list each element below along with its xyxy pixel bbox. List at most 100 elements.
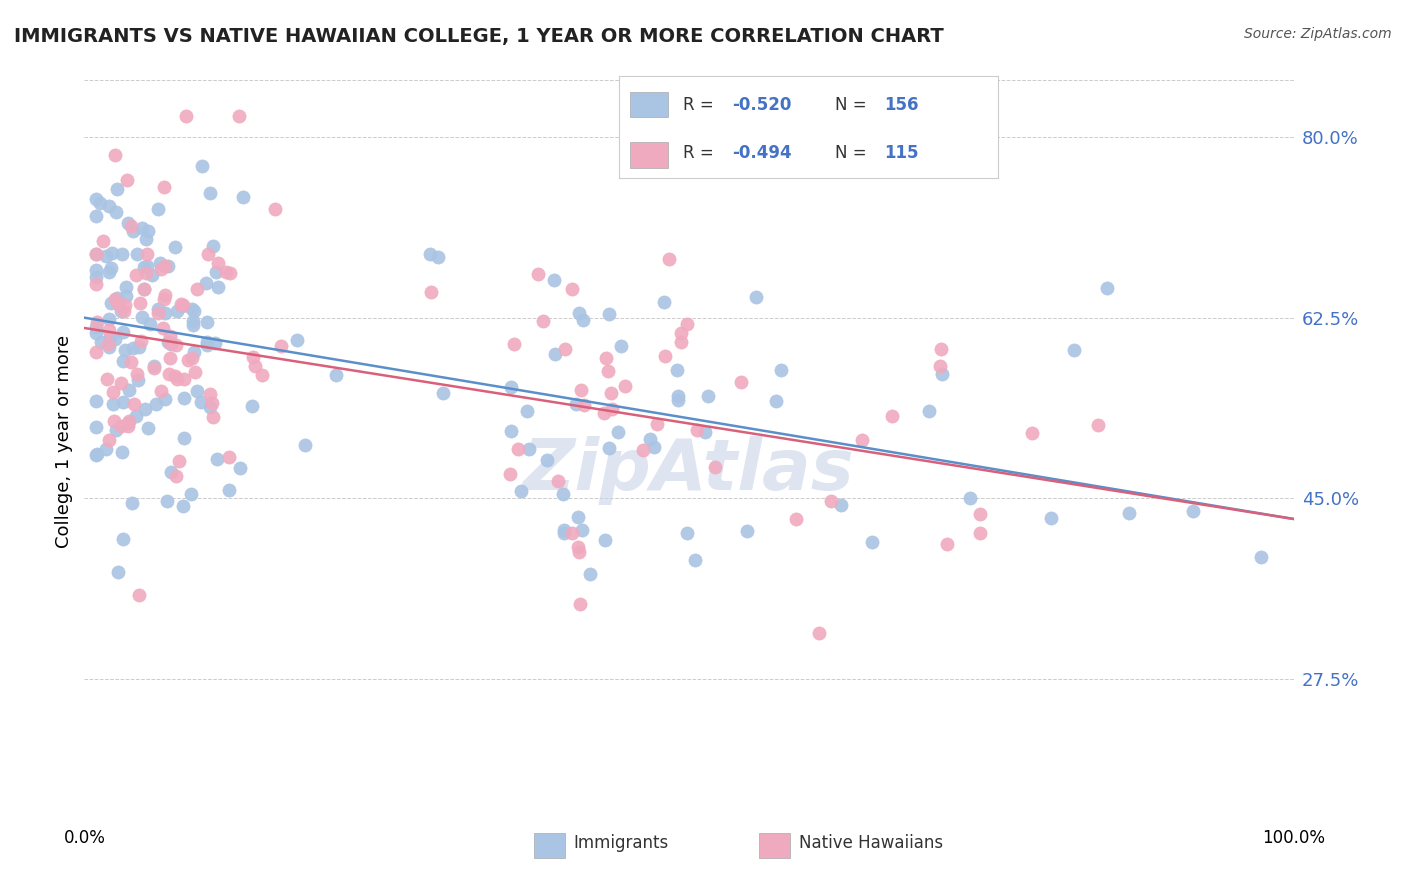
Point [516,404,538,418]
Point [163,369,186,384]
Point [195,338,218,352]
Point [593,533,616,548]
Point [157,259,180,273]
Point [135,247,157,261]
Point [166,372,188,386]
Point [658,252,681,266]
Point [204,336,226,351]
Point [918,404,941,418]
Point [89,196,111,211]
Point [232,190,254,204]
Point [132,282,155,296]
Point [121,224,143,238]
Point [86,192,108,206]
Point [572,312,595,326]
Point [159,351,181,365]
Point [118,414,141,428]
Point [860,535,883,549]
Point [571,523,593,537]
Text: 115: 115 [884,144,920,161]
Text: Native Hawaiians: Native Hawaiians [799,834,943,852]
Point [676,525,699,540]
Point [86,262,108,277]
Point [124,397,146,411]
Point [110,304,132,318]
Point [181,318,204,332]
Point [103,396,125,410]
Point [1063,343,1085,358]
Point [204,265,226,279]
Point [86,315,108,329]
Point [111,247,134,261]
Point [228,109,250,123]
Point [136,224,159,238]
Point [86,326,108,340]
Point [598,307,620,321]
Point [501,380,523,394]
Bar [630,92,668,118]
Point [94,249,117,263]
Point [959,491,981,506]
Point [501,424,523,438]
Point [631,443,654,458]
Point [112,303,135,318]
Point [595,351,617,366]
Point [325,368,347,382]
Point [181,302,204,317]
Point [107,297,129,311]
Point [1021,425,1043,440]
Point [186,384,208,398]
Point [198,400,221,414]
Point [101,246,124,260]
Point [567,540,589,554]
Point [166,304,188,318]
Point [97,337,120,351]
Point [506,442,529,456]
Point [561,282,583,296]
Point [125,268,148,282]
Point [287,333,309,347]
Point [229,461,252,475]
Point [120,219,142,233]
Point [121,496,143,510]
Point [180,487,202,501]
Point [114,343,136,357]
Point [125,368,148,382]
Point [134,401,156,416]
Point [243,359,266,374]
Point [666,393,689,408]
Point [531,314,554,328]
Text: R =: R = [683,144,720,161]
Point [600,401,623,416]
Point [569,383,592,397]
Point [146,306,169,320]
Point [127,372,149,386]
Point [593,406,616,420]
Point [198,387,221,401]
Point [785,512,807,526]
Point [683,553,706,567]
Point [86,320,108,334]
Point [104,148,127,162]
Point [697,388,720,402]
Point [215,264,238,278]
Point [100,260,122,275]
Point [177,352,200,367]
Point [152,292,174,306]
Point [184,365,207,379]
Point [176,109,198,123]
Point [104,292,127,306]
Point [553,526,575,541]
Point [131,220,153,235]
Point [90,334,112,349]
Point [669,335,692,350]
Point [737,524,759,539]
Point [142,359,165,373]
Point [638,432,661,446]
Text: IMMIGRANTS VS NATIVE HAWAIIAN COLLEGE, 1 YEAR OR MORE CORRELATION CHART: IMMIGRANTS VS NATIVE HAWAIIAN COLLEGE, 1… [14,27,943,45]
Point [654,349,676,363]
Point [270,339,292,353]
Point [146,202,169,216]
Point [153,260,176,274]
Text: -0.520: -0.520 [733,95,792,113]
